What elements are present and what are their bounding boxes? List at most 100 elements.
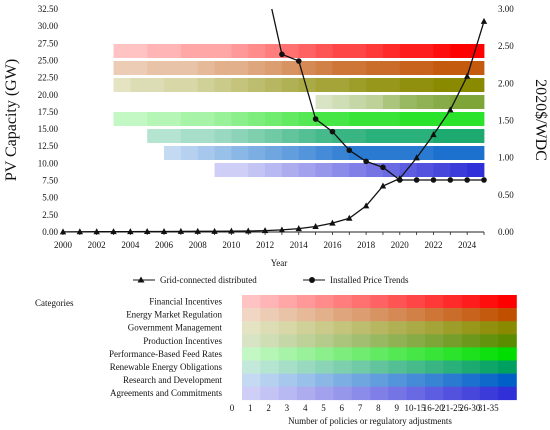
heatmap-cell <box>180 129 199 143</box>
heatmap-cell <box>450 129 468 143</box>
heatmap-cell <box>231 61 249 75</box>
heatmap-cell <box>332 61 350 75</box>
left-y-tick-label: 25.00 <box>38 55 59 65</box>
grid-connected-point <box>110 228 117 235</box>
color-scale-cell <box>278 360 298 374</box>
right-y-tick-label: 2.50 <box>498 41 514 51</box>
heatmap-cell <box>416 146 434 160</box>
grid-connected-point <box>278 226 286 233</box>
color-scale-cell <box>315 373 334 387</box>
left-y-tick-label: 7.50 <box>42 176 58 186</box>
color-scale-cell <box>443 360 462 374</box>
color-scale-label: 0 <box>230 403 235 413</box>
heatmap-cell <box>197 146 215 160</box>
color-scale-cell <box>278 321 298 335</box>
color-scale-cell <box>425 386 444 401</box>
category-labels: Financial Incentives Energy Market Regula… <box>109 297 222 399</box>
color-scale-cell <box>479 308 499 322</box>
heatmap-cell <box>180 78 199 92</box>
grid-connected-point <box>228 227 235 234</box>
heatmap-cell <box>332 95 350 109</box>
color-scale-cell <box>333 308 353 322</box>
color-scale-cell <box>315 334 334 348</box>
heatmap-cell <box>164 61 182 75</box>
heatmap-cell <box>231 163 249 177</box>
heatmap-cell <box>332 44 350 58</box>
heatmap-cell <box>450 146 468 160</box>
heatmap-cell <box>315 61 333 75</box>
heatmap-cell <box>214 78 232 92</box>
x-tick-label: 2004 <box>121 240 140 250</box>
color-scale-cell <box>406 360 426 374</box>
color-scale-cell <box>388 295 407 309</box>
heatmap-cell <box>113 61 131 75</box>
right-y-tick-label: 1.50 <box>498 116 514 126</box>
heatmap-cell <box>349 78 367 92</box>
color-scale-cell <box>443 295 462 309</box>
color-scale-cell <box>278 386 298 401</box>
color-scale-cell <box>370 321 389 335</box>
color-scale-cell <box>461 360 481 374</box>
heatmap-cell <box>399 112 418 126</box>
heatmap-cell <box>433 78 451 92</box>
heatmap-cell <box>433 163 451 177</box>
left-y-tick-label: 5.00 <box>42 193 58 203</box>
color-scale-cell <box>479 334 499 348</box>
color-scale-cell <box>425 295 444 309</box>
color-scale-cell <box>425 347 444 361</box>
legend-marker-triangle <box>137 276 145 283</box>
color-scale-cell <box>461 321 481 335</box>
x-tick-label: 2020 <box>391 240 410 250</box>
heatmap-cell <box>231 129 249 143</box>
color-scale-cell <box>498 386 517 401</box>
grid-connected-point <box>261 227 269 234</box>
color-scale-cell <box>388 347 407 361</box>
color-scale-cell <box>260 386 279 401</box>
x-tick-label: 2000 <box>54 240 73 250</box>
color-scale-cell <box>461 295 481 309</box>
color-scale-cell <box>425 308 444 322</box>
category-label: Agreements and Commitments <box>110 388 222 398</box>
color-scale-cell <box>443 386 462 401</box>
heatmap-cell <box>416 112 434 126</box>
grid-connected-point <box>211 227 218 234</box>
color-scale-cell <box>242 373 261 387</box>
color-scale-cell <box>425 360 444 374</box>
color-scale-cell <box>479 360 499 374</box>
left-y-axis-label: PV Capacity (GW) <box>3 59 20 181</box>
color-scale-cell <box>315 347 334 361</box>
legend-marker-circle <box>309 277 315 283</box>
heatmap-cell <box>467 78 485 92</box>
color-scale-cell <box>461 334 481 348</box>
color-scale-cell <box>333 360 353 374</box>
color-scale-cell <box>351 308 371 322</box>
heatmap-cell <box>298 44 316 58</box>
grid-connected-point <box>177 227 185 234</box>
heatmap-cell <box>281 78 300 92</box>
color-scale-label: 26-30 <box>459 403 480 413</box>
left-y-tick-label: 22.50 <box>38 73 59 83</box>
x-tick-label: 2006 <box>155 240 174 250</box>
heatmap-cell <box>399 44 418 58</box>
color-scale-cell <box>260 321 279 335</box>
installed-price-point <box>363 158 369 165</box>
heatmap-cell <box>265 163 283 177</box>
color-scale-cell <box>278 308 298 322</box>
heatmap-cell <box>382 78 401 92</box>
color-scale-cell <box>351 334 371 348</box>
right-y-tick-label: 2.00 <box>498 78 514 88</box>
heatmap-cell <box>281 112 300 126</box>
left-y-tick-label: 2.50 <box>42 210 58 220</box>
color-scale-cell <box>370 360 389 374</box>
color-scale-cell <box>406 308 426 322</box>
heatmap-cell <box>180 44 199 58</box>
grid-connected-point <box>144 228 151 235</box>
series-line-installed-price <box>271 8 484 181</box>
color-scale-cell <box>406 334 426 348</box>
color-scale-cell <box>443 373 462 387</box>
legend-label-price: Installed Price Trends <box>330 275 409 285</box>
color-scale-cell <box>315 386 334 401</box>
x-tick-label: 2018 <box>357 240 376 250</box>
heatmap-cell <box>197 112 215 126</box>
color-scale-cell <box>296 321 316 335</box>
